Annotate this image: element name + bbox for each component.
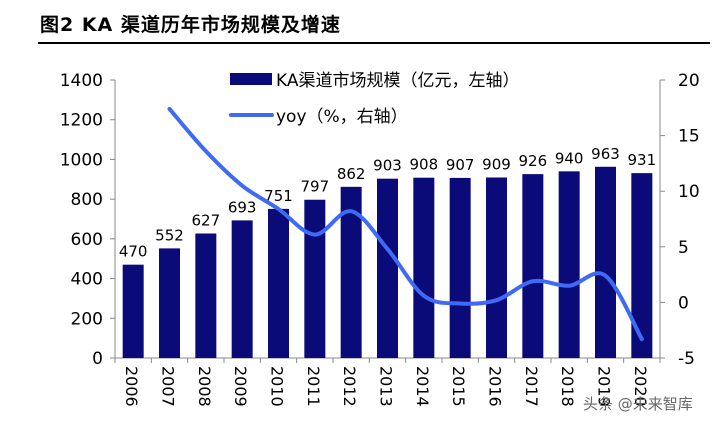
right-tick-label: 15 — [678, 127, 700, 147]
bar — [231, 220, 253, 358]
bar-label: 963 — [591, 145, 620, 163]
legend-bar-label: KA渠道市场规模（亿元，左轴） — [276, 71, 519, 91]
bar — [159, 248, 180, 358]
bar — [377, 178, 398, 358]
left-tick-label: 1000 — [60, 150, 103, 170]
x-tick-label: 2012 — [340, 366, 359, 407]
bar — [631, 173, 653, 358]
x-tick-label: 2020 — [631, 366, 650, 407]
left-tick-label: 600 — [71, 230, 103, 250]
bar — [340, 186, 362, 358]
x-tick-label: 2013 — [377, 366, 396, 407]
left-tick-label: 1400 — [60, 71, 103, 91]
right-tick-label: 10 — [678, 182, 700, 202]
x-tick-label: 2019 — [595, 366, 614, 407]
bar-label: 751 — [264, 187, 293, 205]
bar — [486, 177, 507, 358]
left-tick-label: 200 — [71, 309, 103, 329]
x-tick-label: 2017 — [522, 366, 541, 407]
x-tick-label: 2010 — [268, 366, 287, 407]
left-tick-label: 1200 — [60, 111, 103, 131]
bar-label: 926 — [519, 152, 548, 170]
watermark: 头条 @未来智库 — [583, 395, 693, 413]
left-tick-label: 800 — [71, 190, 103, 210]
bar — [413, 177, 435, 358]
right-tick-label: 0 — [678, 293, 689, 313]
title-rule — [38, 42, 710, 44]
bar — [195, 233, 217, 358]
x-tick-label: 2007 — [159, 366, 178, 407]
bar-label: 931 — [628, 151, 657, 169]
bar-label: 470 — [119, 243, 148, 261]
legend-line-label: yoy（%，右轴） — [276, 107, 408, 127]
bar — [122, 264, 144, 358]
x-tick-label: 2014 — [413, 366, 432, 407]
legend-bar-swatch — [230, 73, 272, 85]
x-tick-label: 2015 — [449, 366, 468, 407]
x-tick-label: 2011 — [304, 366, 323, 407]
right-tick-label: 5 — [678, 238, 689, 258]
bar — [268, 208, 289, 358]
bar-label: 908 — [410, 156, 439, 174]
x-tick-label: 2018 — [558, 366, 577, 407]
bar — [522, 174, 544, 358]
figure-title: 图2 KA 渠道历年市场规模及增速 — [40, 14, 341, 36]
bar-label: 552 — [155, 226, 184, 244]
bar — [558, 171, 580, 358]
yoy-line — [167, 106, 644, 342]
x-tick-label: 2008 — [195, 366, 214, 407]
bar — [304, 199, 326, 358]
bar-label: 907 — [446, 156, 475, 174]
bar-label: 627 — [192, 211, 221, 229]
bar-label: 693 — [228, 198, 257, 216]
bar — [595, 166, 616, 358]
bar-label: 862 — [337, 165, 366, 183]
bar-label: 797 — [301, 178, 330, 196]
x-tick-label: 2009 — [231, 366, 250, 407]
bar-label: 903 — [373, 157, 402, 175]
x-tick-label: 2006 — [122, 366, 141, 407]
left-tick-label: 0 — [92, 349, 103, 369]
right-tick-label: 20 — [678, 71, 700, 91]
left-tick-label: 400 — [71, 270, 103, 290]
right-tick-label: -5 — [678, 349, 695, 369]
x-tick-label: 2016 — [486, 366, 505, 407]
bar — [449, 177, 471, 358]
bar-label: 909 — [482, 155, 511, 173]
bar-label: 940 — [555, 149, 584, 167]
